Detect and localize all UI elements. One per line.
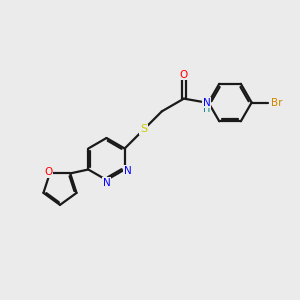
Text: S: S: [140, 124, 147, 134]
Text: N: N: [203, 98, 211, 107]
Text: O: O: [180, 70, 188, 80]
Text: H: H: [203, 103, 210, 113]
Text: N: N: [103, 178, 110, 188]
Text: N: N: [124, 166, 132, 176]
Text: O: O: [44, 167, 52, 177]
Text: Br: Br: [271, 98, 282, 107]
